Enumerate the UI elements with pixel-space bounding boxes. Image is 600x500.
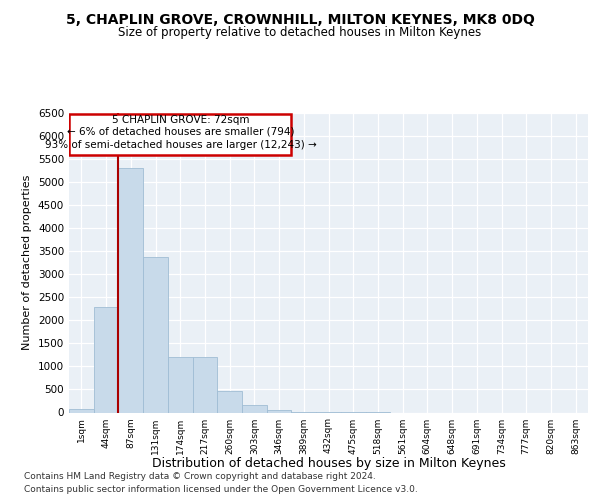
Bar: [168, 357, 193, 412]
Text: Contains HM Land Registry data © Crown copyright and database right 2024.: Contains HM Land Registry data © Crown c…: [24, 472, 376, 481]
Bar: [94, 308, 118, 412]
Bar: [143, 256, 168, 412]
Bar: [69, 409, 94, 412]
Bar: [118, 168, 143, 412]
Text: Distribution of detached houses by size in Milton Keynes: Distribution of detached houses by size …: [152, 458, 506, 470]
Text: 93% of semi-detached houses are larger (12,243) →: 93% of semi-detached houses are larger (…: [44, 140, 316, 150]
Text: 5, CHAPLIN GROVE, CROWNHILL, MILTON KEYNES, MK8 0DQ: 5, CHAPLIN GROVE, CROWNHILL, MILTON KEYN…: [65, 12, 535, 26]
Bar: [193, 357, 217, 412]
Text: ← 6% of detached houses are smaller (794): ← 6% of detached houses are smaller (794…: [67, 126, 294, 136]
Text: 5 CHAPLIN GROVE: 72sqm: 5 CHAPLIN GROVE: 72sqm: [112, 116, 249, 126]
FancyBboxPatch shape: [70, 114, 292, 156]
Y-axis label: Number of detached properties: Number of detached properties: [22, 175, 32, 350]
Bar: [217, 392, 242, 412]
Text: Size of property relative to detached houses in Milton Keynes: Size of property relative to detached ho…: [118, 26, 482, 39]
Bar: [267, 410, 292, 412]
Text: Contains public sector information licensed under the Open Government Licence v3: Contains public sector information licen…: [24, 485, 418, 494]
Bar: [242, 405, 267, 412]
